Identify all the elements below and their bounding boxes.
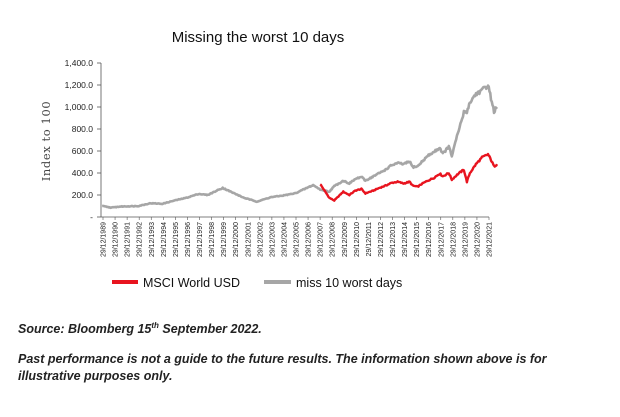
x-tick-label: 29/12/2006 (306, 222, 313, 257)
x-tick-label: 29/12/2017 (438, 222, 445, 257)
y-tick-label: 600.0 (72, 146, 94, 156)
x-tick-label: 29/12/2012 (378, 222, 385, 257)
x-tick-label: 29/12/1989 (101, 222, 108, 257)
disclaimer-note: Past performance is not a guide to the f… (18, 352, 547, 383)
legend-label-miss-10-worst-days: miss 10 worst days (296, 276, 402, 290)
x-tick-label: 29/12/2018 (450, 222, 457, 257)
x-tick-label: 29/12/2002 (257, 222, 264, 257)
x-tick-label: 29/12/1999 (221, 222, 228, 257)
x-tick-label: 29/12/1992 (137, 222, 144, 257)
y-ticks: 1,400.0 1,200.0 1,000.0 800.0 600.0 400.0 200.… (65, 58, 101, 222)
source-superscript: th (151, 321, 159, 330)
x-tick-label: 29/12/1998 (209, 222, 216, 257)
legend-label-msci-world-usd: MSCI World USD (143, 276, 240, 290)
x-tick-label: 29/12/2011 (366, 222, 373, 257)
y-axis-title: Index to 100 (39, 101, 53, 182)
chart-title: Missing the worst 10 days (172, 29, 345, 46)
x-tick-label: 29/12/2000 (233, 222, 240, 257)
x-tick-label: 29/12/2015 (414, 222, 421, 257)
x-tick-label: 29/12/2009 (342, 222, 349, 257)
legend: MSCI World USD miss 10 worst days (112, 276, 402, 290)
x-tick-label: 29/12/1997 (197, 222, 204, 257)
x-tick-label: 29/12/2004 (281, 222, 288, 257)
x-tick-label: 29/12/2008 (330, 222, 337, 257)
y-tick-label: 1,400.0 (65, 58, 94, 68)
y-tick-label: 200.0 (72, 190, 94, 200)
x-tick-label: 29/12/2010 (354, 222, 361, 257)
x-tick-label: 29/12/1993 (149, 222, 156, 257)
source-suffix: September 2022. (158, 322, 262, 337)
x-ticks: 29/12/1989 29/12/1990 29/12/1991 29/12/1992… (101, 217, 494, 257)
y-tick-label: 800.0 (72, 124, 94, 134)
y-tick-label: - (90, 212, 93, 222)
x-tick-label: 29/12/2013 (390, 222, 397, 257)
x-tick-label: 29/12/2016 (426, 222, 433, 257)
source-prefix: Source: Bloomberg 15 (18, 322, 152, 337)
y-tick-label: 1,000.0 (65, 102, 94, 112)
x-tick-label: 29/12/2005 (294, 222, 301, 257)
x-tick-label: 29/12/2021 (487, 222, 494, 257)
x-tick-label: 29/12/1996 (185, 222, 192, 257)
x-tick-label: 29/12/1991 (125, 222, 132, 257)
y-tick-label: 400.0 (72, 168, 94, 178)
series-line-msci-world-usd (319, 152, 499, 202)
x-tick-label: 29/12/2019 (462, 222, 469, 257)
x-tick-label: 29/12/2003 (269, 222, 276, 257)
x-tick-label: 29/12/2007 (318, 222, 325, 257)
source-note: Source: Bloomberg 15th September 2022. (18, 317, 262, 338)
chart: Missing the worst 10 days Index to 100 1… (39, 29, 499, 290)
x-tick-label: 29/12/2014 (402, 222, 409, 257)
series-line-miss-10-worst-days (101, 84, 499, 210)
x-tick-label: 29/12/1995 (173, 222, 180, 257)
series-layer (101, 84, 499, 210)
x-tick-label: 29/12/1994 (161, 222, 168, 257)
y-tick-label: 1,200.0 (65, 80, 94, 90)
x-tick-label: 29/12/1990 (113, 222, 120, 257)
x-tick-label: 29/12/2020 (474, 222, 481, 257)
x-tick-label: 29/12/2001 (245, 222, 252, 257)
